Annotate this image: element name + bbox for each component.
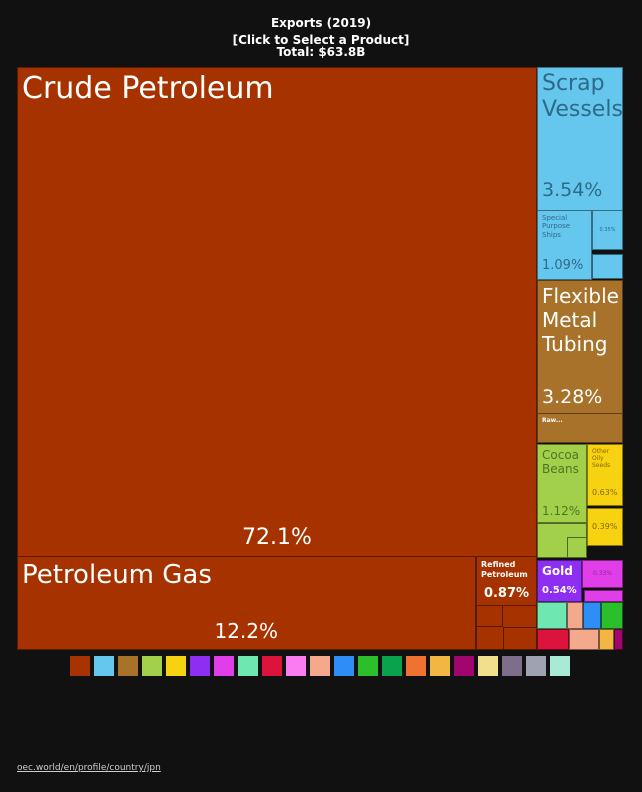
source-link[interactable]: oec.world/en/profile/country/jpn (17, 763, 161, 773)
treemap-tile[interactable]: Raw... (537, 413, 623, 443)
tile-value-label: 3.54% (542, 179, 603, 202)
legend-swatch[interactable] (454, 656, 474, 676)
legend-swatch[interactable] (502, 656, 522, 676)
legend-swatch[interactable] (358, 656, 378, 676)
treemap-tile[interactable]: Petroleum Gas 12.2% (17, 556, 476, 650)
treemap-tile[interactable]: Flexible Metal Tubing 3.28% (537, 280, 623, 415)
small-tile (601, 602, 623, 629)
small-tile (537, 629, 569, 650)
small-tile (614, 629, 623, 650)
tile-label: Raw... (542, 417, 563, 424)
tile-value-label: 0.33% (592, 570, 613, 578)
tile-label: Scrap Vessels (542, 71, 623, 123)
total-label: Total: $63.8B (276, 45, 366, 59)
legend-swatch[interactable] (526, 656, 546, 676)
small-tile (599, 629, 614, 650)
treemap-tile[interactable]: Gold 0.54% (537, 560, 582, 603)
small-tile (537, 602, 567, 629)
legend-swatch[interactable] (238, 656, 258, 676)
treemap-tile[interactable]: Refined Petroleum 0.87% (476, 556, 537, 607)
legend-swatch[interactable] (70, 656, 90, 676)
tile-value-label: 0.63% (592, 487, 618, 497)
treemap-tile[interactable]: 0.39% (587, 508, 623, 547)
tile-value-label: 72.1% (242, 524, 312, 550)
tile-value-label: 0.39% (592, 522, 618, 532)
legend-swatch[interactable] (406, 656, 426, 676)
treemap-tile[interactable]: 0.35% (592, 210, 623, 250)
small-tile (567, 537, 587, 558)
treemap: Crude Petroleum 72.1% Petroleum Gas 12.2% Re… (17, 67, 623, 650)
tile-value-label: 0.35% (599, 226, 616, 233)
small-tile (583, 602, 601, 629)
tile-value-label: 12.2% (214, 619, 279, 643)
legend-swatch[interactable] (286, 656, 306, 676)
small-tile (503, 627, 537, 650)
tile-value-label: 1.12% (542, 504, 581, 519)
legend-swatch[interactable] (382, 656, 402, 676)
treemap-tile[interactable]: 0.33% (582, 560, 623, 589)
small-tile (592, 254, 623, 279)
tile-value-label: 3.28% (542, 385, 603, 408)
tile-value-label: 0.54% (542, 585, 577, 597)
tile-label: Gold (542, 564, 573, 578)
treemap-tile[interactable]: Crude Petroleum 72.1% (17, 67, 537, 557)
legend-swatch[interactable] (190, 656, 210, 676)
treemap-tile[interactable]: Cocoa Beans 1.12% (537, 444, 587, 524)
treemap-tile[interactable]: Special Purpose Ships 1.09% (537, 210, 592, 280)
chart-title: Exports (2019) (270, 16, 372, 30)
tile-value-label: 1.09% (542, 258, 584, 273)
small-tile (476, 605, 503, 627)
legend-swatch[interactable] (94, 656, 114, 676)
tile-label: Refined Petroleum (481, 560, 528, 579)
tile-value-label: 0.87% (483, 586, 530, 602)
treemap-tile[interactable]: Other Oily Seeds 0.63% (587, 444, 623, 506)
legend-swatch[interactable] (430, 656, 450, 676)
legend-swatch[interactable] (166, 656, 186, 676)
small-tile (567, 602, 583, 629)
tile-label: Special Purpose Ships (542, 214, 571, 239)
small-tile (584, 590, 623, 602)
chart-subtitle[interactable]: [Click to Select a Product] (232, 33, 410, 47)
tile-label: Petroleum Gas (22, 560, 212, 590)
legend-swatch[interactable] (310, 656, 330, 676)
legend-swatch[interactable] (478, 656, 498, 676)
legend-swatch[interactable] (550, 656, 570, 676)
treemap-tile[interactable]: Scrap Vessels 3.54% (537, 67, 623, 213)
tile-label: Flexible Metal Tubing (542, 284, 619, 356)
small-tile (569, 629, 599, 650)
legend-swatch[interactable] (334, 656, 354, 676)
legend-swatch[interactable] (262, 656, 282, 676)
tile-label: Other Oily Seeds (592, 448, 611, 470)
tile-label: Crude Petroleum (22, 71, 274, 106)
legend-swatch[interactable] (142, 656, 162, 676)
legend-swatch[interactable] (118, 656, 138, 676)
tile-label: Cocoa Beans (542, 448, 580, 477)
legend-swatch[interactable] (214, 656, 234, 676)
